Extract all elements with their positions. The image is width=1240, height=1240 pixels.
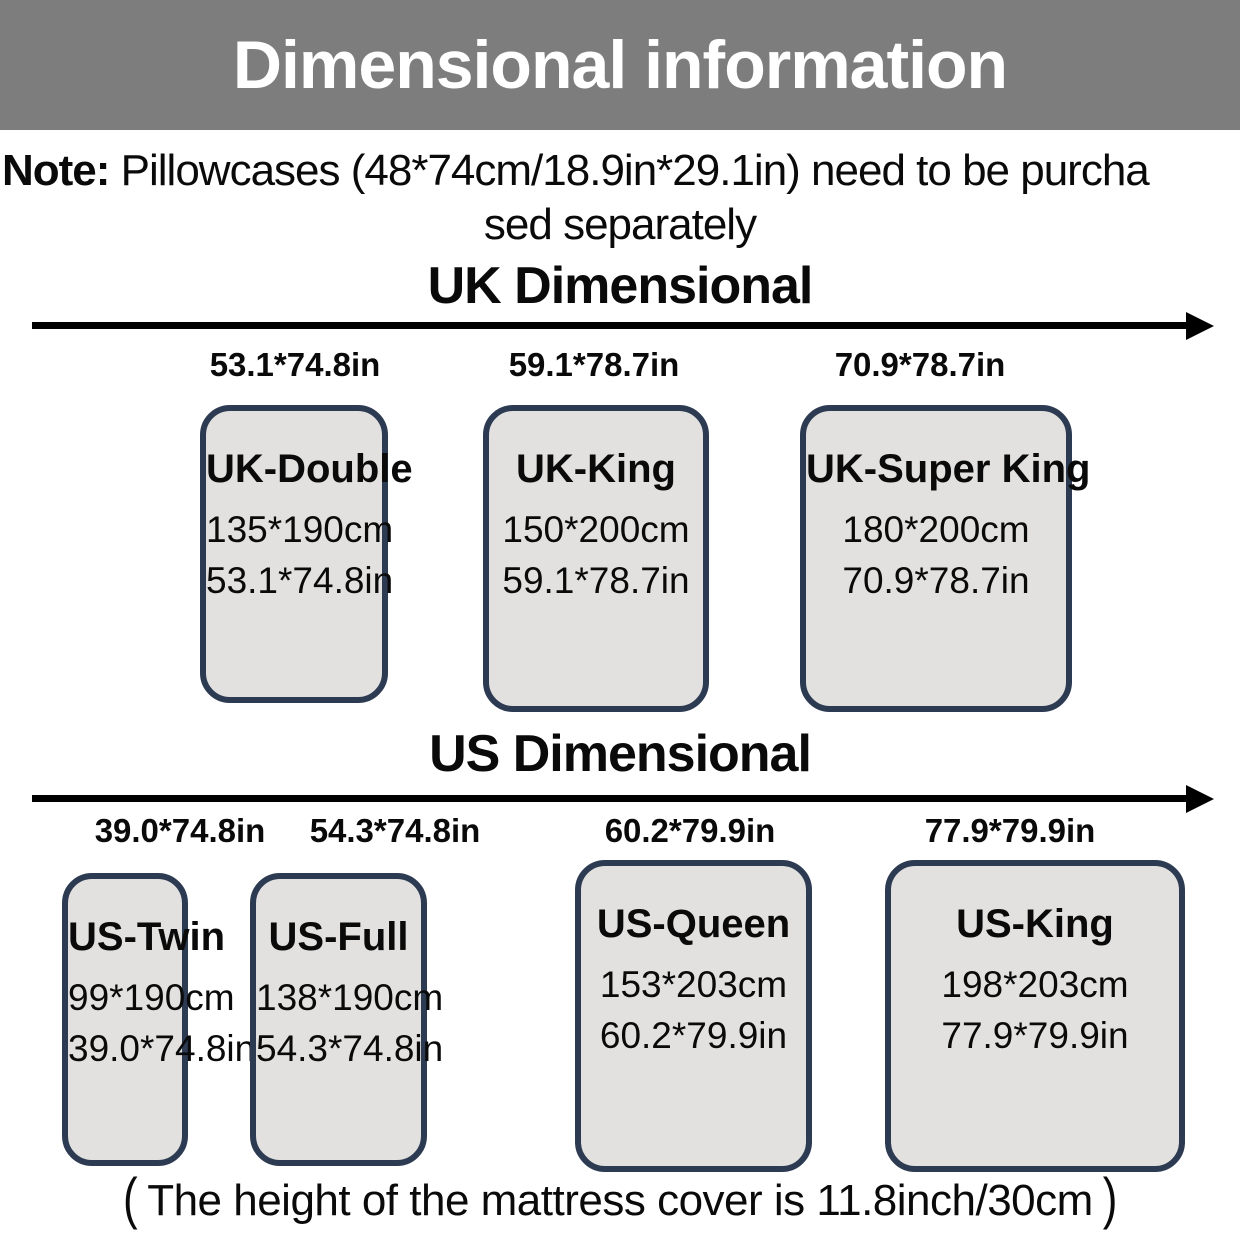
note-line-1: Note: Pillowcases (48*74cm/18.9in*29.1in… bbox=[2, 146, 1150, 196]
us-queen-size-label: 60.2*79.9in bbox=[604, 812, 776, 849]
page-title: Dimensional information bbox=[232, 27, 1008, 103]
mattress-height-text: The height of the mattress cover is 11.8… bbox=[147, 1176, 1093, 1225]
open-paren: ( bbox=[123, 1167, 138, 1231]
bed-size-inch: 77.9*79.9in bbox=[941, 1014, 1129, 1056]
bed-name: US-Queen bbox=[596, 902, 791, 946]
bed-size-inch: 59.1*78.7in bbox=[502, 559, 690, 601]
bed-name: US-Full bbox=[268, 915, 409, 959]
bed-size-inch: 39.0*74.8in bbox=[68, 1027, 256, 1069]
uk-superking-size-label: 70.9*78.7in bbox=[834, 346, 1006, 383]
mattress-height-note: (The height of the mattress cover is 11.… bbox=[0, 1168, 1240, 1231]
bed-name: US-Twin bbox=[68, 915, 226, 959]
size-box-uk-double: UK-Double 135*190cm 53.1*74.8in bbox=[200, 405, 413, 703]
bed-name: UK-Double bbox=[206, 447, 413, 491]
size-box-us-full: US-Full 138*190cm 54.3*74.8in bbox=[250, 873, 444, 1166]
bed-size-inch: 54.3*74.8in bbox=[256, 1027, 444, 1069]
bed-size-cm: 153*203cm bbox=[599, 964, 788, 1005]
note-text: Pillowcases (48*74cm/18.9in*29.1in) need… bbox=[109, 146, 1150, 195]
bed-size-cm: 198*203cm bbox=[941, 964, 1129, 1005]
bed-size-cm: 138*190cm bbox=[256, 977, 444, 1018]
us-section-title: US Dimensional bbox=[429, 725, 812, 783]
close-paren: ) bbox=[1102, 1167, 1118, 1231]
header-banner: Dimensional information bbox=[0, 0, 1240, 130]
bed-size-cm: 99*190cm bbox=[68, 977, 235, 1018]
size-box-us-queen: US-Queen 153*203cm 60.2*79.9in bbox=[575, 860, 812, 1172]
us-twin-size-label: 39.0*74.8in bbox=[94, 812, 266, 849]
bed-size-inch: 60.2*79.9in bbox=[599, 1014, 788, 1056]
size-box-us-king: US-King 198*203cm 77.9*79.9in bbox=[885, 860, 1185, 1172]
bed-size-cm: 150*200cm bbox=[502, 509, 690, 550]
bed-name: UK-Super King bbox=[806, 447, 1091, 491]
us-full-size-label: 54.3*74.8in bbox=[309, 812, 481, 849]
uk-double-size-label: 53.1*74.8in bbox=[209, 346, 381, 383]
size-box-uk-king: UK-King 150*200cm 59.1*78.7in bbox=[483, 405, 709, 712]
us-axis-arrow-line bbox=[32, 795, 1188, 802]
size-box-uk-super-king: UK-Super King 180*200cm 70.9*78.7in bbox=[800, 405, 1091, 712]
bed-size-inch: 70.9*78.7in bbox=[842, 559, 1030, 601]
uk-axis-arrowhead-icon bbox=[1186, 311, 1214, 340]
note-prefix: Note: bbox=[2, 146, 110, 195]
bed-size-inch: 53.1*74.8in bbox=[206, 559, 394, 601]
uk-section-title: UK Dimensional bbox=[427, 257, 814, 315]
us-king-size-label: 77.9*79.9in bbox=[924, 812, 1096, 849]
uk-king-size-label: 59.1*78.7in bbox=[508, 346, 680, 383]
bed-name: UK-King bbox=[516, 447, 676, 491]
bed-size-cm: 135*190cm bbox=[206, 509, 394, 550]
us-axis-arrowhead-icon bbox=[1186, 784, 1214, 813]
note-line-2: sed separately bbox=[483, 200, 757, 249]
size-box-us-twin: US-Twin 99*190cm 39.0*74.8in bbox=[62, 873, 256, 1166]
uk-axis-arrow-line bbox=[32, 322, 1188, 329]
bed-size-cm: 180*200cm bbox=[842, 509, 1030, 550]
bed-name: US-King bbox=[956, 902, 1114, 946]
